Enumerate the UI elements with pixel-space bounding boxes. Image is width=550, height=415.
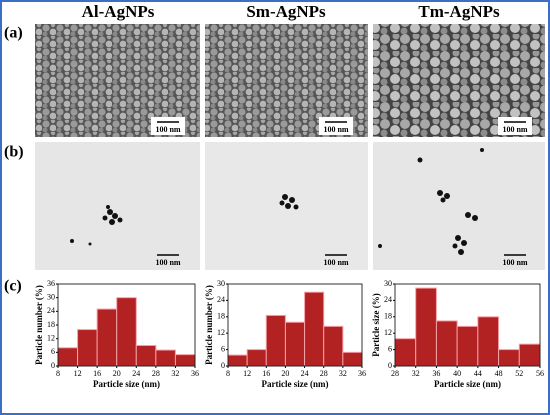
- bar: [57, 347, 79, 367]
- x-tick-label: 44: [474, 369, 482, 378]
- bar: [116, 297, 137, 367]
- y-axis-label: Particle number (%): [34, 285, 44, 365]
- bar: [342, 351, 363, 367]
- bar: [518, 343, 541, 367]
- x-tick-label: 48: [495, 369, 503, 378]
- y-tick-label: 18: [47, 320, 55, 329]
- y-tick-label: 6: [51, 347, 55, 356]
- y-tick-label: 6: [221, 344, 225, 353]
- bar: [265, 314, 286, 367]
- row-label: (b): [4, 144, 24, 161]
- x-tick-label: 36: [432, 369, 440, 378]
- plot-frame: [394, 283, 541, 367]
- x-tick-label: 20: [281, 369, 289, 378]
- y-tick-label: 12: [47, 333, 55, 342]
- y-tick-label: 12: [384, 328, 392, 337]
- x-tick-label: 28: [152, 369, 160, 378]
- x-tick-label: 12: [74, 369, 82, 378]
- y-tick-label: 0: [388, 361, 392, 370]
- plot-frame: [227, 283, 363, 367]
- x-tick-label: 16: [262, 369, 270, 378]
- row-label: (a): [4, 25, 23, 42]
- y-tick-label: 6: [388, 344, 392, 353]
- bar: [155, 349, 176, 367]
- scale-label: 100 nm: [323, 125, 348, 134]
- x-axis-label: Particle size (nm): [262, 379, 329, 389]
- x-tick-label: 12: [243, 369, 251, 378]
- bar: [77, 329, 98, 367]
- bar: [135, 345, 157, 367]
- y-tick-label: 24: [384, 295, 392, 304]
- bar: [477, 316, 500, 367]
- x-axis-label: Particle size (nm): [434, 379, 501, 389]
- y-tick-label: 30: [384, 279, 392, 288]
- x-tick-label: 28: [320, 369, 328, 378]
- x-tick-label: 24: [301, 369, 309, 378]
- bar: [456, 325, 479, 367]
- x-tick-label: 52: [515, 369, 523, 378]
- x-tick-label: 20: [113, 369, 121, 378]
- y-tick-label: 30: [47, 292, 55, 301]
- y-tick-label: 0: [51, 361, 55, 370]
- y-tick-label: 18: [217, 312, 225, 321]
- x-tick-label: 36: [191, 369, 199, 378]
- particles: [70, 148, 484, 255]
- bar: [174, 354, 196, 367]
- y-tick-label: 0: [221, 361, 225, 370]
- x-tick-label: 8: [226, 369, 230, 378]
- y-axis-label: Particle number (%): [204, 285, 214, 365]
- y-tick-label: 18: [384, 312, 392, 321]
- bar: [227, 354, 248, 367]
- y-tick-label: 36: [47, 279, 55, 288]
- x-tick-label: 36: [358, 369, 366, 378]
- x-tick-label: 24: [132, 369, 140, 378]
- bar: [304, 291, 325, 367]
- scale-label: 100 nm: [155, 125, 180, 134]
- x-tick-label: 40: [453, 369, 461, 378]
- tem-image: [373, 142, 545, 270]
- bar: [435, 320, 458, 367]
- column-title: Al-AgNPs: [82, 2, 155, 21]
- bar: [498, 349, 520, 367]
- x-tick-label: 16: [93, 369, 101, 378]
- tem-image: [35, 142, 200, 270]
- x-tick-label: 32: [412, 369, 420, 378]
- column-title: Sm-AgNPs: [246, 2, 326, 21]
- scale-label: 100 nm: [502, 258, 527, 267]
- row-label: (c): [4, 278, 22, 295]
- x-tick-label: 32: [171, 369, 179, 378]
- bar: [415, 287, 437, 367]
- scale-label: 100 nm: [502, 125, 527, 134]
- bar: [323, 325, 344, 367]
- bar: [96, 308, 118, 367]
- bar: [246, 349, 267, 367]
- scale-label: 100 nm: [155, 258, 180, 267]
- bar: [394, 338, 417, 367]
- y-tick-label: 30: [217, 279, 225, 288]
- x-tick-label: 28: [391, 369, 399, 378]
- x-axis-label: Particle size (nm): [93, 379, 160, 389]
- y-tick-label: 12: [217, 328, 225, 337]
- x-tick-label: 56: [536, 369, 544, 378]
- y-tick-label: 24: [217, 295, 225, 304]
- scale-label: 100 nm: [323, 258, 348, 267]
- x-tick-label: 8: [56, 369, 60, 378]
- y-axis-label: Particle size (%): [371, 293, 381, 356]
- column-title: Tm-AgNPs: [418, 2, 500, 21]
- y-tick-label: 24: [47, 306, 55, 315]
- bar: [284, 321, 306, 367]
- x-tick-label: 32: [339, 369, 347, 378]
